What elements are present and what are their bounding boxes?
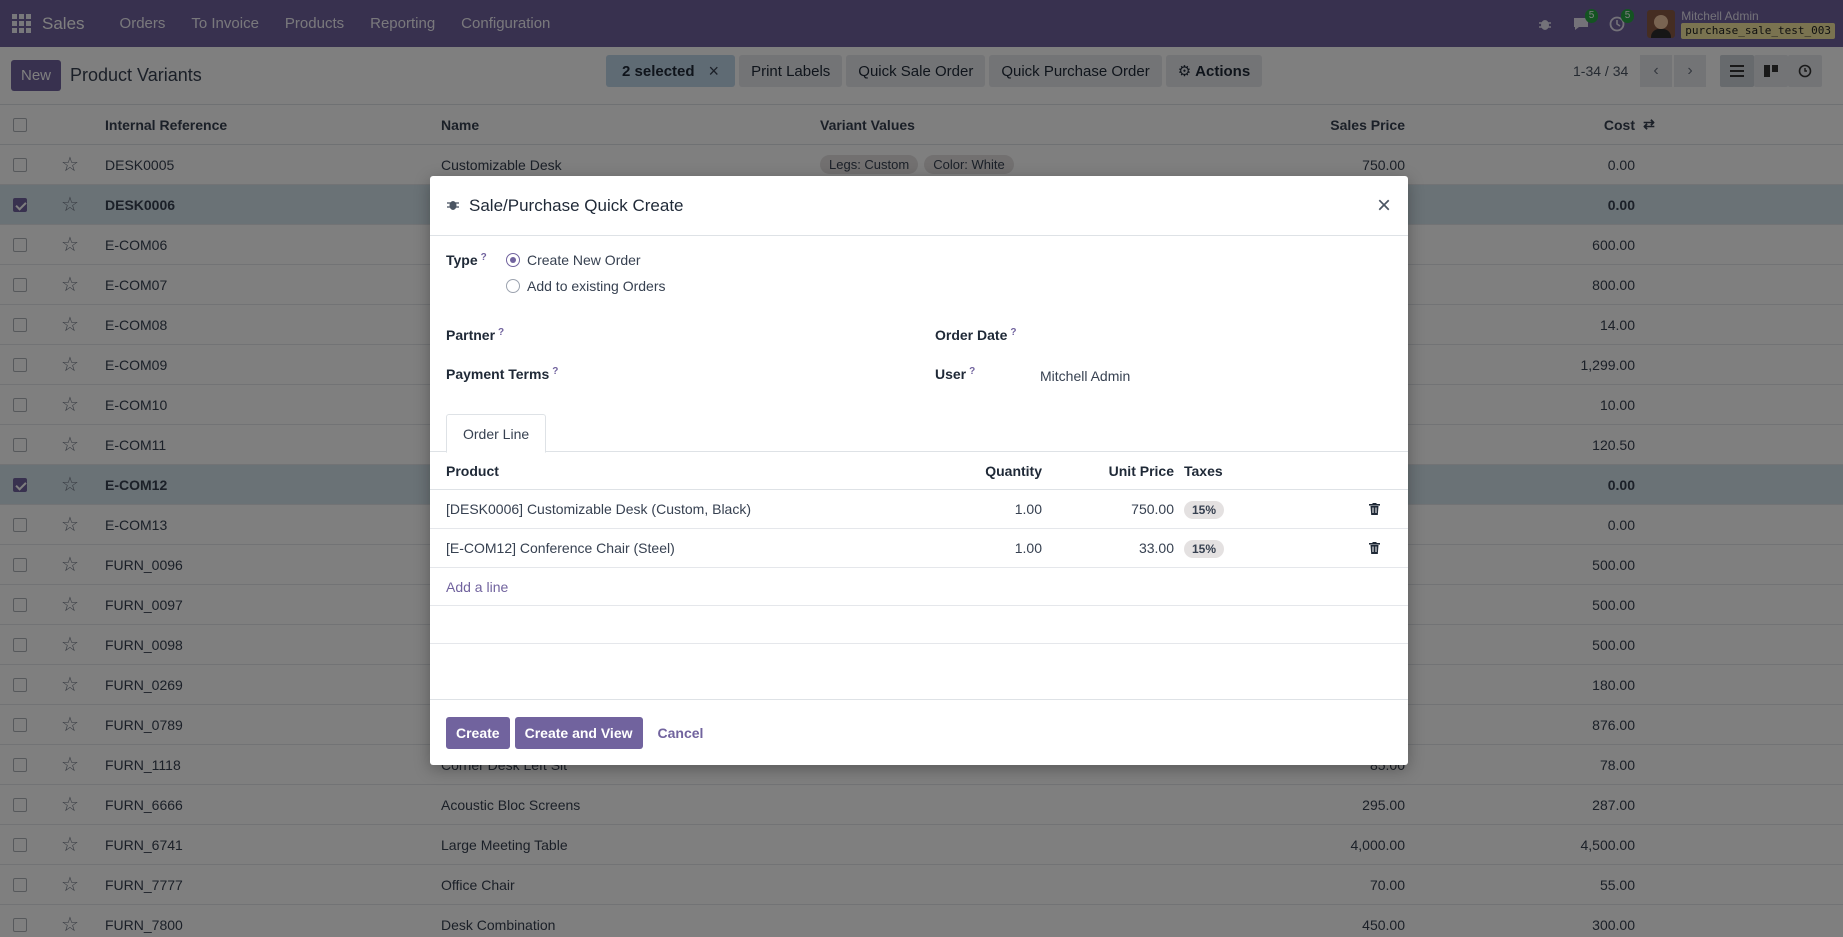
line-tax-badge[interactable]: 15%	[1184, 540, 1225, 558]
user-value[interactable]: Mitchell Admin	[1040, 368, 1131, 384]
line-unit-price[interactable]: 33.00	[1138, 540, 1174, 556]
radio-create-new-order[interactable]	[506, 253, 520, 267]
trash-icon[interactable]	[1354, 503, 1394, 515]
order-date-field[interactable]: Order Date?	[935, 327, 1016, 343]
create-and-view-button[interactable]: Create and View	[514, 716, 643, 749]
order-date-label: Order Date?	[935, 327, 1017, 343]
trash-icon[interactable]	[1354, 542, 1394, 554]
line-quantity[interactable]: 1.00	[1014, 501, 1042, 517]
type-option-new[interactable]: Create New Order	[506, 252, 641, 268]
payment-terms-label: Payment Terms?	[446, 366, 559, 382]
line-product[interactable]: [E-COM12] Conference Chair (Steel)	[446, 540, 675, 556]
type-option-new-label: Create New Order	[527, 252, 641, 268]
user-field: User?	[935, 366, 975, 382]
order-line-row[interactable]: [DESK0006] Customizable Desk (Custom, Bl…	[430, 490, 1408, 529]
type-option-existing-label: Add to existing Orders	[527, 278, 666, 294]
add-line-link[interactable]: Add a line	[430, 568, 1408, 606]
partner-label: Partner?	[446, 327, 505, 343]
dialog-footer: Create Create and View Cancel	[430, 699, 1408, 765]
close-icon[interactable]: ×	[1376, 191, 1391, 219]
type-option-existing[interactable]: Add to existing Orders	[506, 278, 666, 294]
order-lines-table: Product Quantity Unit Price Taxes [DESK0…	[430, 452, 1408, 644]
quick-create-dialog: Sale/Purchase Quick Create × Type? Creat…	[430, 176, 1408, 765]
order-line-row[interactable]: [E-COM12] Conference Chair (Steel) 1.00 …	[430, 529, 1408, 568]
radio-add-existing-orders[interactable]	[506, 279, 520, 293]
column-quantity: Quantity	[985, 462, 1042, 479]
bug-icon	[447, 198, 459, 214]
line-quantity[interactable]: 1.00	[1014, 540, 1042, 556]
column-unit-price: Unit Price	[1108, 462, 1174, 479]
cancel-button[interactable]: Cancel	[657, 724, 704, 741]
dialog-header: Sale/Purchase Quick Create ×	[430, 176, 1408, 236]
column-taxes: Taxes	[1184, 462, 1223, 479]
empty-row	[430, 606, 1408, 644]
order-lines-header: Product Quantity Unit Price Taxes	[430, 452, 1408, 490]
partner-field[interactable]: Partner?	[446, 327, 504, 343]
form-tabs: Order Line	[430, 414, 1408, 453]
column-product: Product	[446, 462, 499, 479]
create-button[interactable]: Create	[446, 716, 510, 749]
line-unit-price[interactable]: 750.00	[1131, 501, 1174, 517]
line-product[interactable]: [DESK0006] Customizable Desk (Custom, Bl…	[446, 501, 751, 517]
payment-terms-field[interactable]: Payment Terms?	[446, 366, 558, 382]
dialog-title: Sale/Purchase Quick Create	[469, 195, 684, 215]
tab-order-line[interactable]: Order Line	[446, 414, 547, 453]
user-label: User?	[935, 366, 976, 382]
type-label: Type?	[446, 252, 487, 268]
type-field: Type?	[446, 252, 487, 268]
line-tax-badge[interactable]: 15%	[1184, 501, 1225, 519]
